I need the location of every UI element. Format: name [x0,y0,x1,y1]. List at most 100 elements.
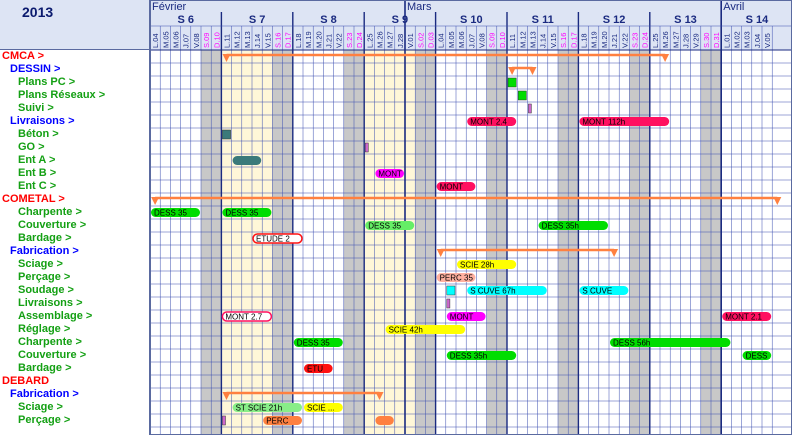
row-label-task[interactable]: Couverture > [18,349,87,361]
row-label-task[interactable]: Livraisons > [18,297,83,309]
day-label: V.29 [692,33,701,48]
task-bar[interactable] [742,351,772,360]
task-bar[interactable] [232,156,262,165]
weekend-column [639,50,650,435]
task-bar[interactable] [304,364,333,373]
task-bar[interactable] [457,260,517,269]
task-bar[interactable] [385,325,466,334]
task-bar[interactable] [507,77,517,88]
task-bar-label: DESS 56h [613,339,650,348]
task-bar[interactable] [436,273,476,282]
task-bar[interactable] [446,351,517,360]
holiday-column [384,50,395,435]
row-label-task[interactable]: Béton > [18,128,59,140]
holiday-column [394,50,405,435]
day-label: V.15 [549,33,558,48]
task-bar[interactable] [579,117,670,126]
task-bar[interactable] [467,286,547,295]
day-label: J.28 [396,34,405,48]
task-bar[interactable] [446,312,486,321]
holiday-column [241,50,252,435]
task-bar[interactable] [467,117,517,126]
summary-end-marker [375,392,384,400]
task-bar-label: MONT 2.7 [225,313,262,322]
task-bar[interactable] [436,182,476,191]
month-label: Mars [407,1,432,13]
task-bar[interactable] [365,221,415,230]
task-bar[interactable] [538,221,608,230]
row-label-subgroup[interactable]: Livraisons > [10,115,75,127]
task-bar[interactable] [446,285,456,296]
row-label-subgroup[interactable]: Fabrication > [10,245,79,257]
row-label-task[interactable]: Sciage > [18,258,63,270]
day-label: M.12 [233,31,242,48]
task-bar[interactable] [293,338,343,347]
task-bar[interactable] [375,169,404,178]
row-label-task[interactable]: Perçage > [18,271,71,283]
row-label-task[interactable]: Bardage > [18,232,72,244]
timeline-canvas[interactable]: Février Mars Avril S 6 S 7 S 8 S 9 S 10 S 11 S 12… [150,0,792,435]
task-bar-label: MONT [378,170,402,179]
row-label-group[interactable]: COMETAL > [2,193,65,205]
month-label: Février [152,1,187,13]
row-label-task[interactable]: Ent A > [18,154,56,166]
task-bar-label: SCIE 42h [389,326,423,335]
row-label-task[interactable]: Perçage > [18,414,71,426]
task-bar[interactable] [304,403,343,412]
day-label: L.11 [508,34,517,48]
day-label: M.13 [243,31,252,48]
task-bar[interactable] [579,286,629,295]
row-label-group[interactable]: DEBARD [2,375,50,387]
week-label: S 11 [532,14,554,26]
row-label-task[interactable]: Ent C > [18,180,57,192]
task-bar[interactable] [221,311,273,322]
row-label-task[interactable]: Ent B > [18,167,57,179]
task-bar[interactable] [232,403,302,412]
week-label: S 10 [460,14,483,26]
task-bar-label: DESS 35 [225,209,258,218]
task-bar[interactable] [222,129,231,140]
timeline-grid[interactable]: Février Mars Avril S 6 S 7 S 8 S 9 S 10 S 11 S 12… [150,0,792,435]
day-label: M.06 [172,31,181,48]
row-label-subgroup[interactable]: DESSIN > [10,63,61,75]
row-label-task[interactable]: Réglage > [18,323,71,335]
row-label-group[interactable]: CMCA > [2,50,45,62]
row-label-subgroup[interactable]: Fabrication > [10,388,79,400]
row-label-task[interactable]: Couverture > [18,219,87,231]
summary-start-marker [151,197,160,205]
row-label-task[interactable]: Suivi > [18,102,54,114]
row-label-task[interactable]: Soudage > [18,284,74,296]
day-label: S.02 [416,33,425,48]
row-label-task[interactable]: Plans PC > [18,76,76,88]
row-label-task[interactable]: Sciage > [18,401,63,413]
task-bar[interactable] [446,298,451,309]
task-bar[interactable] [517,90,527,101]
week-label: S 14 [746,14,770,26]
task-bar[interactable] [375,416,394,425]
row-label-task[interactable]: Charpente > [18,336,82,348]
task-bar[interactable] [222,415,226,426]
day-label: M.19 [304,31,313,48]
task-bar[interactable] [610,338,731,347]
day-label: S.30 [702,33,711,48]
row-label-task[interactable]: Plans Réseaux > [18,89,106,101]
weekend-column [201,50,212,435]
task-bar[interactable] [722,312,772,321]
day-label: L.18 [580,33,589,48]
task-bar[interactable] [222,208,272,217]
row-label-task[interactable]: Assemblage > [18,310,93,322]
task-bar[interactable] [528,103,532,114]
day-label: J.04 [753,34,762,48]
day-label: L.18 [294,33,303,48]
row-label-task[interactable]: GO > [18,141,45,153]
summary-start-marker [222,392,231,400]
day-label: L.11 [223,34,232,48]
day-label: V.08 [478,33,487,48]
task-bar[interactable] [364,142,369,153]
row-label-task[interactable]: Bardage > [18,362,72,374]
task-bar[interactable] [252,233,303,244]
row-label-task[interactable]: Charpente > [18,206,82,218]
task-bar[interactable] [263,416,302,425]
task-bar[interactable] [151,208,200,217]
